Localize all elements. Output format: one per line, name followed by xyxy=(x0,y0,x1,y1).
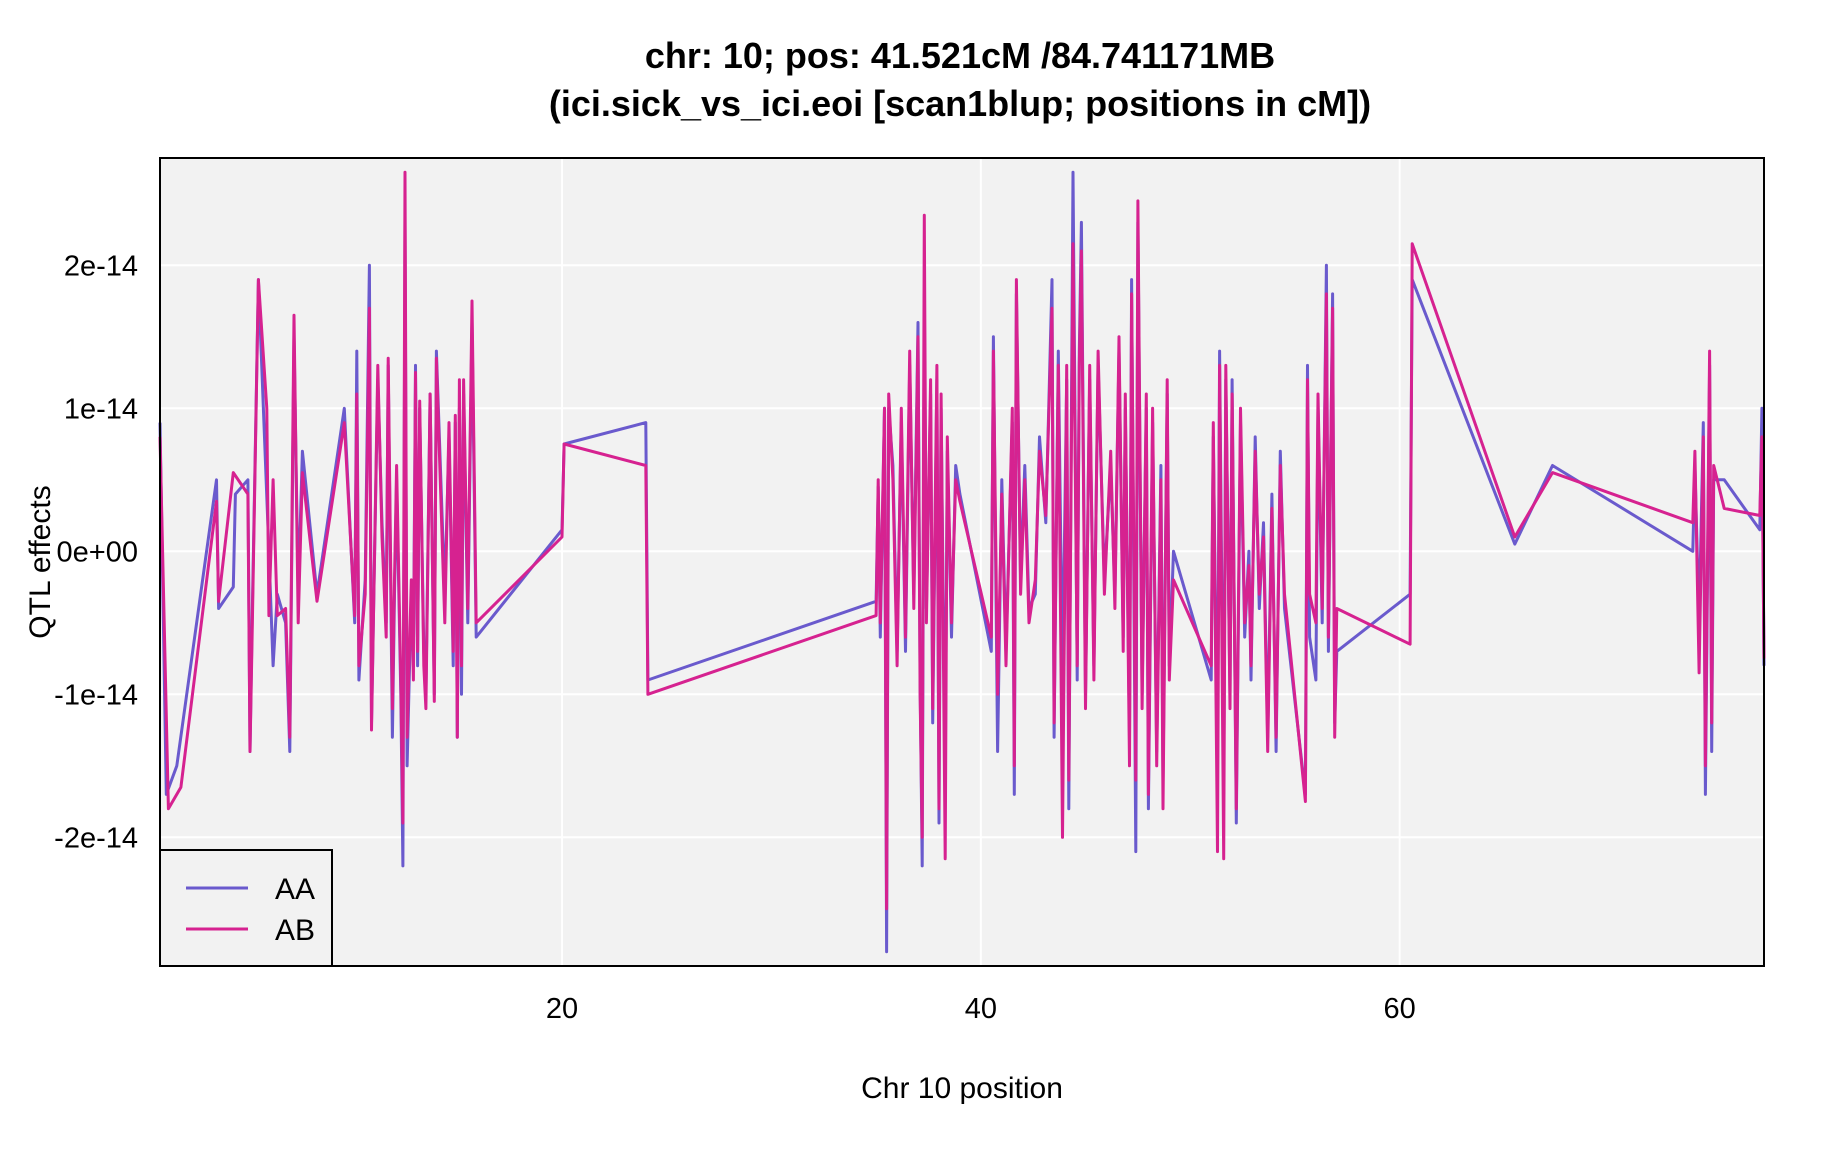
legend-label-ab: AB xyxy=(275,914,315,947)
x-tick-label: 60 xyxy=(1384,993,1416,1025)
plot-area xyxy=(160,158,1764,966)
chart-title-line2: (ici.sick_vs_ici.eoi [scan1blup; positio… xyxy=(549,83,1371,124)
series-line-ab xyxy=(158,170,1766,911)
y-tick-label: 2e-14 xyxy=(64,250,138,282)
y-axis-label: QTL effects xyxy=(24,485,57,638)
legend-box xyxy=(159,849,333,967)
series-layer xyxy=(158,170,1766,954)
y-tick-label: 1e-14 xyxy=(64,393,138,425)
x-axis-label: Chr 10 position xyxy=(861,1072,1063,1105)
x-tick-label: 20 xyxy=(546,993,578,1025)
legend-label-aa: AA xyxy=(275,873,315,906)
chart-title-line1: chr: 10; pos: 41.521cM /84.741171MB xyxy=(645,35,1275,76)
x-axis: 20 40 60 xyxy=(546,993,1416,1025)
legend: AA AB xyxy=(159,849,333,967)
plot-border xyxy=(159,157,1765,967)
x-tick-label: 40 xyxy=(965,993,997,1025)
y-tick-label: -2e-14 xyxy=(54,822,138,854)
y-tick-label: 0e+00 xyxy=(57,536,138,568)
y-axis: -2e-14 -1e-14 0e+00 1e-14 2e-14 xyxy=(54,250,138,854)
y-tick-label: -1e-14 xyxy=(54,679,138,711)
